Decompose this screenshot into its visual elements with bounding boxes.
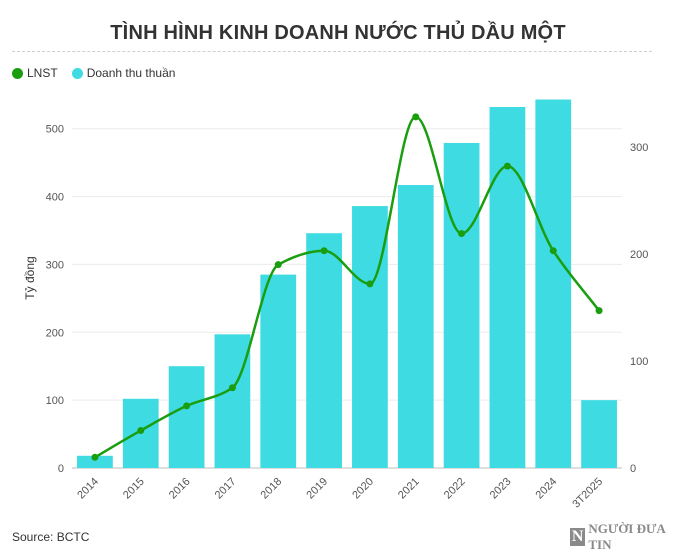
x-tick-label: 2024 [534, 476, 560, 502]
legend-label-revenue: Doanh thu thuần [86, 66, 176, 80]
y-tick-label-left: 200 [46, 327, 64, 339]
y-tick-label-right: 0 [630, 463, 636, 475]
legend-swatch-revenue [71, 67, 83, 79]
x-tick-label: 2021 [396, 476, 422, 502]
x-tick-label: 2015 [121, 476, 147, 502]
line-point [366, 280, 374, 288]
line-point [412, 113, 420, 121]
y-tick-label-left: 400 [46, 192, 64, 204]
line-point [274, 261, 282, 269]
title-divider [12, 51, 652, 52]
y-tick-label-left: 500 [46, 124, 64, 136]
line-point [137, 427, 145, 435]
bar [77, 455, 113, 468]
x-tick-label: 2014 [75, 476, 101, 502]
y-tick-label-left: 0 [58, 463, 64, 475]
logo-letter: N [570, 528, 586, 546]
line-point [503, 162, 511, 170]
bar [260, 274, 297, 468]
line-point [228, 384, 236, 392]
x-tick-label: 2019 [304, 476, 330, 502]
line-point [183, 402, 191, 410]
line-point [91, 453, 99, 461]
bar [581, 400, 617, 468]
y-tick-label-right: 100 [630, 356, 648, 368]
legend-item-revenue[interactable]: Doanh thu thuần [71, 66, 176, 80]
x-tick-label: 2020 [350, 476, 376, 502]
x-tick-label: 2017 [213, 476, 239, 502]
bar [443, 142, 480, 468]
x-tick-label: 2016 [167, 476, 193, 502]
logo-text: NGƯỜI ĐƯA TIN [588, 521, 666, 552]
y-tick-label-right: 300 [630, 142, 648, 154]
x-tick-label: 3T2025 [570, 476, 605, 511]
line-point [320, 247, 328, 255]
bar [306, 233, 342, 468]
line-point [595, 307, 603, 315]
y-tick-label-left: 300 [46, 259, 64, 271]
line-point [549, 247, 557, 255]
bar [397, 185, 434, 469]
legend-swatch-lnst [12, 67, 23, 79]
x-tick-label: 2018 [259, 476, 285, 502]
bar [168, 366, 205, 468]
legend: LNST Doanh thu thuần [12, 66, 189, 80]
bar [352, 206, 388, 469]
bar [214, 334, 251, 468]
y-tick-label-left: 100 [46, 395, 64, 407]
source-note: Source: BCTC [12, 530, 90, 544]
line-point [458, 230, 466, 238]
y-axis-label: Tỷ đồng [23, 256, 37, 299]
y-tick-label-right: 200 [630, 249, 648, 261]
legend-label-lnst: LNST [27, 66, 58, 80]
x-tick-label: 2023 [488, 476, 514, 502]
x-tick-label: 2022 [442, 476, 468, 502]
legend-item-lnst[interactable]: LNST [12, 66, 58, 80]
chart-title: TÌNH HÌNH KINH DOANH NƯỚC THỦ DẦU MỘT [110, 22, 566, 44]
bar [535, 99, 572, 469]
publisher-logo: N NGƯỜI ĐƯA TIN [570, 521, 676, 552]
bar [489, 107, 526, 468]
